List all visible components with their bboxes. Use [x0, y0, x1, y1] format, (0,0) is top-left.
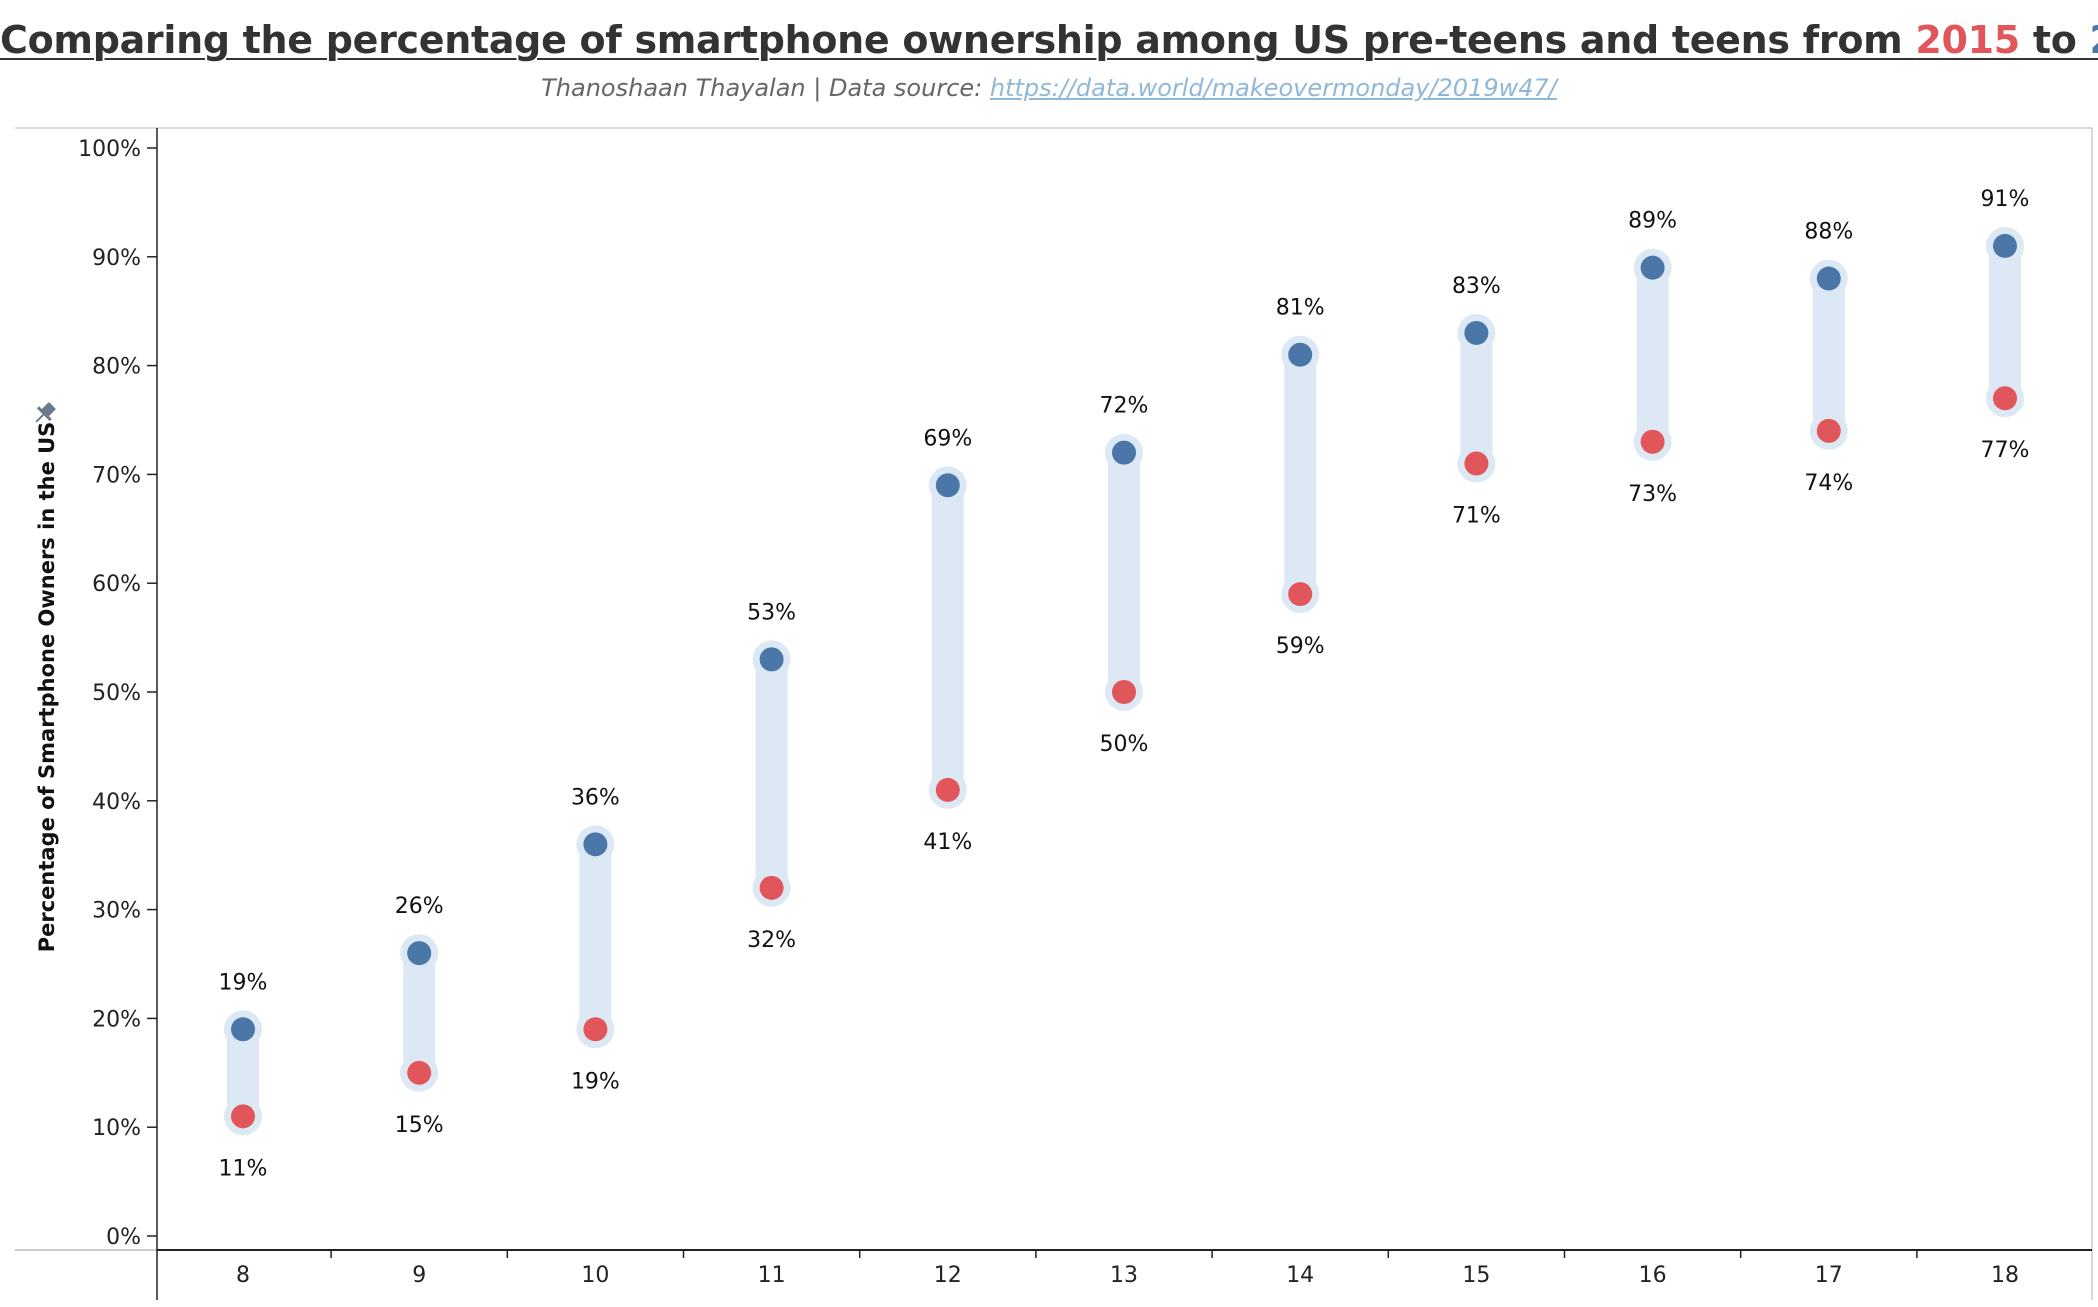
chart-title: Comparing the percentage of smartphone o…	[0, 18, 2098, 62]
point-2015	[935, 777, 960, 802]
y-tick-label: 80%	[92, 355, 141, 380]
point-2019	[759, 647, 784, 672]
title-year-2015: 2015	[1915, 18, 2020, 62]
point-2015	[1993, 386, 2017, 411]
data-label-2019: 83%	[1452, 274, 1501, 299]
pin-icon	[35, 402, 56, 423]
data-label-2019: 81%	[1276, 296, 1325, 321]
data-label-2015: 71%	[1452, 504, 1501, 529]
point-2019	[231, 1017, 255, 1042]
x-tick-label: 9	[412, 1263, 426, 1288]
x-tick-label: 10	[581, 1263, 609, 1288]
point-2015	[1464, 451, 1489, 476]
point-2015	[583, 1017, 608, 1042]
x-tick-label: 12	[934, 1263, 962, 1288]
point-2015	[231, 1104, 255, 1129]
title-block: Comparing the percentage of smartphone o…	[0, 18, 2098, 102]
data-label-2015: 59%	[1276, 634, 1325, 659]
point-2019	[1112, 440, 1136, 465]
y-tick-label: 40%	[92, 790, 141, 815]
x-tick-label: 18	[1991, 1263, 2019, 1288]
data-label-2015: 19%	[571, 1069, 620, 1094]
title-prefix: Comparing the percentage of smartphone o…	[0, 18, 1916, 62]
x-tick-label: 8	[236, 1263, 250, 1288]
x-tick-label: 15	[1462, 1263, 1490, 1288]
data-label-2019: 19%	[219, 970, 268, 995]
point-2019	[1640, 255, 1665, 280]
connector-layer	[227, 229, 2021, 1133]
y-tick-label: 70%	[92, 463, 141, 488]
point-2015	[759, 875, 784, 900]
x-tick-label: 14	[1286, 1263, 1314, 1288]
data-label-2019: 53%	[747, 600, 796, 625]
data-label-2015: 74%	[1804, 471, 1853, 496]
y-axis-title: Percentage of Smartphone Owners in the U…	[35, 422, 59, 953]
y-tick-label: 50%	[92, 681, 141, 706]
x-tick-label: 13	[1110, 1263, 1138, 1288]
data-label-2019: 36%	[571, 785, 620, 810]
data-label-2015: 77%	[1981, 438, 2030, 463]
point-layer	[224, 226, 2024, 1136]
data-label-2015: 50%	[1100, 732, 1149, 757]
point-2019	[1464, 320, 1489, 345]
pin-icon-collar	[36, 406, 52, 422]
point-2019	[1288, 342, 1313, 367]
x-tick-label: 17	[1815, 1263, 1843, 1288]
axis-layer: 0% 10% 20% 30% 40% 50% 60% 70% 80% 90% 100% 8 9 10 11 1…	[35, 137, 2019, 1288]
x-tick-label: 11	[758, 1263, 786, 1288]
title-year-2019: 2019	[2089, 18, 2098, 62]
point-2019	[1993, 233, 2017, 258]
data-label-2019: 69%	[923, 426, 972, 451]
chart-subtitle: Thanoshaan Thayalan | Data source: https…	[0, 74, 2098, 102]
data-label-2019: 72%	[1100, 394, 1149, 419]
data-label-2015: 41%	[923, 830, 972, 855]
subtitle-author: Thanoshaan Thayalan | Data source:	[541, 74, 990, 102]
point-2019	[407, 941, 432, 966]
chart-frame	[15, 127, 2093, 1300]
point-2015	[1112, 680, 1136, 704]
label-layer: 19% 11% 26% 15% 36% 19% 53% 32% 69% 41% 72% 50% 81% 5…	[219, 187, 2030, 1181]
title-connector: to	[2019, 18, 2090, 62]
data-label-2015: 73%	[1628, 482, 1677, 507]
point-2019	[1816, 266, 1841, 291]
data-label-2019: 88%	[1804, 220, 1853, 245]
y-tick-label: 0%	[106, 1225, 141, 1250]
data-label-2019: 89%	[1628, 209, 1677, 234]
point-2015	[407, 1060, 432, 1085]
data-source-link[interactable]: https://data.world/makeovermonday/2019w4…	[989, 74, 1557, 102]
y-tick-label: 20%	[92, 1007, 141, 1032]
point-2015	[1640, 429, 1665, 454]
y-tick-label: 100%	[78, 137, 141, 162]
x-tick-label: 16	[1639, 1263, 1667, 1288]
point-2015	[1816, 418, 1841, 443]
data-label-2015: 11%	[219, 1156, 268, 1181]
y-tick-label: 90%	[92, 246, 141, 271]
data-label-2019: 26%	[395, 894, 444, 919]
data-label-2019: 91%	[1981, 187, 2030, 212]
y-tick-label: 30%	[92, 899, 141, 924]
point-2019	[583, 832, 608, 857]
point-2015	[1288, 582, 1313, 607]
data-label-2015: 15%	[395, 1113, 444, 1138]
y-tick-label: 60%	[92, 572, 141, 597]
point-2019	[935, 473, 960, 498]
pin-icon-needle	[35, 414, 44, 423]
data-label-2015: 32%	[747, 928, 796, 953]
y-tick-label: 10%	[92, 1116, 141, 1141]
